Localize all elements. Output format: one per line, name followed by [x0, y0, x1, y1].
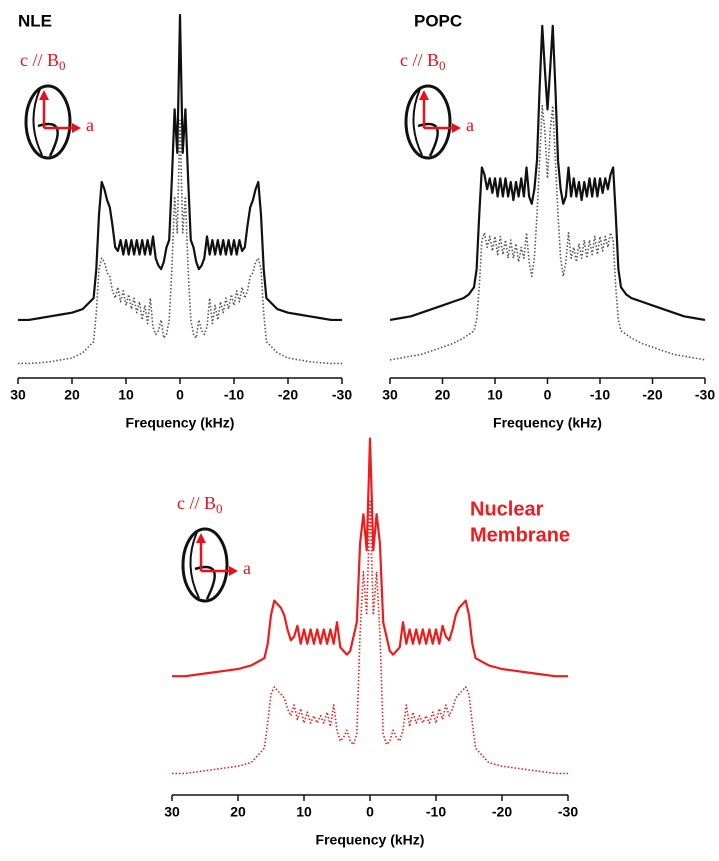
spectrum-line: [389, 104, 706, 361]
x-tick-label: -30: [695, 387, 715, 403]
spectrum-line: [389, 24, 706, 322]
x-tick-label: -30: [558, 804, 578, 820]
x-tick-label: 30: [382, 387, 398, 403]
x-tick-label: -10: [224, 387, 244, 403]
membrane-curve: [412, 88, 423, 156]
annotation: Membrane: [470, 524, 570, 546]
x-tick-label: 20: [435, 387, 451, 403]
x-tick-label: 20: [230, 804, 246, 820]
orientation-inset: c // B0 a: [177, 493, 251, 603]
arrow-head: [72, 123, 81, 133]
x-tick-label: 0: [176, 387, 184, 403]
orientation-inset: c // B0 a: [20, 50, 94, 160]
x-tick-label: 30: [164, 804, 180, 820]
panel-title: NLE: [18, 11, 52, 30]
x-tick-label: 0: [544, 387, 552, 403]
c-axis-text: c // B: [20, 50, 59, 70]
x-tick-label: -30: [332, 387, 352, 403]
x-axis-label: Frequency (kHz): [126, 415, 235, 431]
c-axis-label: c // B0: [177, 493, 223, 516]
x-tick-label: 30: [10, 387, 26, 403]
x-tick-label: 10: [118, 387, 134, 403]
x-tick-label: 0: [366, 804, 374, 820]
x-axis-label: Frequency (kHz): [316, 832, 425, 848]
x-tick-label: 20: [64, 387, 80, 403]
x-tick-label: -10: [426, 804, 446, 820]
c-axis-label: c // B0: [20, 50, 66, 73]
spectrum-line: [172, 437, 568, 678]
x-tick-label: -10: [590, 387, 610, 403]
x-axis-label: Frequency (kHz): [493, 415, 602, 431]
c-axis-text: c // B: [177, 493, 216, 513]
x-tick-label: 10: [296, 804, 312, 820]
x-tick-label: -20: [278, 387, 298, 403]
arrow-head: [229, 566, 238, 576]
c-axis-subscript: 0: [439, 58, 446, 73]
panel-title: POPC: [414, 11, 462, 30]
x-tick-label: -20: [492, 804, 512, 820]
annotation: Nuclear: [470, 498, 544, 520]
membrane-ellipse: [181, 527, 229, 603]
arrow-head: [39, 90, 49, 100]
arrow-head: [196, 533, 206, 543]
spectrum-line: [18, 13, 342, 322]
arrow-head: [419, 90, 429, 100]
membrane-curve: [32, 88, 43, 156]
c-axis-label: c // B0: [400, 50, 446, 73]
c-axis-text: c // B: [400, 50, 439, 70]
membrane-ellipse: [24, 84, 72, 160]
a-axis-label: a: [86, 115, 94, 135]
x-tick-label: -20: [642, 387, 662, 403]
a-axis-label: a: [243, 558, 251, 578]
membrane-ellipse: [404, 84, 452, 160]
membrane-curve: [189, 531, 200, 599]
a-axis-label: a: [466, 115, 474, 135]
spectrum-line: [18, 119, 342, 365]
c-axis-subscript: 0: [216, 501, 223, 516]
x-tick-label: 10: [487, 387, 503, 403]
orientation-inset: c // B0 a: [400, 50, 474, 160]
c-axis-subscript: 0: [59, 58, 66, 73]
arrow-head: [452, 123, 461, 133]
